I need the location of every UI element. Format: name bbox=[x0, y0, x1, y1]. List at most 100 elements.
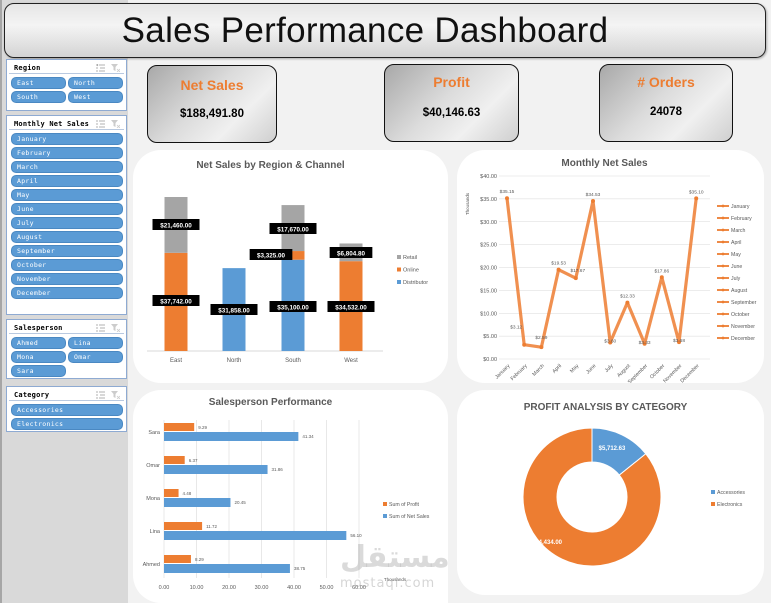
svg-text:$3.60: $3.60 bbox=[604, 339, 616, 345]
svg-text:Online: Online bbox=[403, 268, 419, 274]
slicer-item-november[interactable]: November bbox=[11, 273, 123, 285]
slicer-item-north[interactable]: North bbox=[68, 77, 123, 89]
svg-text:$19.53: $19.53 bbox=[551, 261, 566, 267]
kpi-label: Net Sales bbox=[180, 77, 244, 93]
svg-text:November: November bbox=[731, 324, 755, 330]
horizontal-bar-plot: 0.00 10.00 20.00 30.00 40.00 50.00 60.00 Thousa… bbox=[143, 420, 430, 591]
y-axis-label: Ahmed bbox=[143, 562, 160, 568]
svg-text:$20.00: $20.00 bbox=[480, 266, 497, 272]
clear-filter-icon[interactable] bbox=[111, 119, 120, 128]
slicer-item-february[interactable]: February bbox=[11, 147, 123, 159]
svg-text:July: July bbox=[604, 363, 615, 374]
kpi-value: $40,146.63 bbox=[422, 107, 481, 119]
svg-text:56.10: 56.10 bbox=[350, 533, 362, 538]
svg-text:$35.00: $35.00 bbox=[480, 197, 497, 203]
slicer-item-omar[interactable]: Omar bbox=[68, 351, 123, 363]
clear-filter-icon[interactable] bbox=[111, 323, 120, 332]
svg-text:January: January bbox=[731, 204, 750, 210]
svg-text:December: December bbox=[731, 336, 755, 342]
multi-select-icon[interactable] bbox=[96, 120, 105, 128]
svg-text:40.00: 40.00 bbox=[287, 585, 301, 591]
slicer-item-mona[interactable]: Mona bbox=[11, 351, 66, 363]
svg-text:$10.00: $10.00 bbox=[480, 311, 497, 317]
kpi-value: 24078 bbox=[650, 106, 682, 118]
svg-text:August: August bbox=[731, 288, 748, 294]
svg-text:6.37: 6.37 bbox=[189, 458, 198, 463]
slicer-item-sara[interactable]: Sara bbox=[11, 365, 66, 377]
y-axis-label: Lina bbox=[150, 529, 161, 535]
multi-select-icon[interactable] bbox=[96, 63, 105, 72]
slicer-item-may[interactable]: May bbox=[11, 189, 123, 201]
monthly-sales-chart: Monthly Net Sales $0.00 $5.00 $10.00 $15.00… bbox=[457, 150, 764, 383]
svg-text:$31,858.00: $31,858.00 bbox=[218, 308, 250, 315]
stacked-bar-plot: $37,742.00 $21,460.00 East $31,858.00 North $… bbox=[147, 197, 428, 364]
svg-text:July: July bbox=[731, 276, 741, 282]
clear-filter-icon[interactable] bbox=[111, 390, 120, 399]
svg-text:August: August bbox=[616, 363, 632, 379]
svg-text:11.72: 11.72 bbox=[206, 524, 217, 529]
category-slicer: Category Accessories Electronics bbox=[6, 386, 127, 432]
slicer-item-april[interactable]: April bbox=[11, 175, 123, 187]
svg-text:Thousands: Thousands bbox=[465, 192, 470, 215]
slicer-item-december[interactable]: December bbox=[11, 287, 123, 299]
salesperson-chart: Salesperson Performance 0.00 10.00 20.00 30… bbox=[133, 390, 448, 603]
svg-text:Retail: Retail bbox=[403, 255, 417, 261]
slicer-item-january[interactable]: January bbox=[11, 133, 123, 145]
donut-slice bbox=[522, 427, 662, 567]
svg-text:$3,325.00: $3,325.00 bbox=[257, 253, 286, 260]
multi-select-icon[interactable] bbox=[96, 324, 105, 332]
svg-text:June: June bbox=[731, 264, 742, 270]
slicer-item-electronics[interactable]: Electronics bbox=[11, 418, 123, 430]
slicer-item-june[interactable]: June bbox=[11, 203, 123, 215]
slicer-item-march[interactable]: March bbox=[11, 161, 123, 173]
svg-text:60.00: 60.00 bbox=[352, 585, 366, 591]
svg-text:$0.00: $0.00 bbox=[483, 357, 497, 363]
svg-text:$3.12: $3.12 bbox=[510, 325, 522, 331]
region-channel-chart: Net Sales by Region & Channel $37,742.00… bbox=[133, 150, 448, 383]
slicer-item-september[interactable]: September bbox=[11, 245, 123, 257]
svg-text:$3.68: $3.68 bbox=[673, 338, 685, 344]
svg-text:October: October bbox=[731, 312, 750, 318]
slicer-title: Category bbox=[14, 390, 50, 399]
svg-text:$5.00: $5.00 bbox=[483, 334, 497, 340]
svg-text:May: May bbox=[569, 363, 580, 374]
month-slicer: Monthly Net Sales January February March… bbox=[6, 115, 127, 315]
slicer-item-ahmed[interactable]: Ahmed bbox=[11, 337, 66, 349]
x-axis-label: South bbox=[285, 358, 301, 364]
chart-title: PROFIT ANALYSIS BY CATEGORY bbox=[523, 402, 688, 413]
svg-text:February: February bbox=[510, 363, 529, 382]
svg-text:$17.86: $17.86 bbox=[654, 268, 669, 274]
svg-text:$6,804.80: $6,804.80 bbox=[337, 251, 366, 258]
svg-text:38.75: 38.75 bbox=[294, 566, 306, 571]
svg-text:Electronics: Electronics bbox=[717, 502, 743, 508]
slicer-item-july[interactable]: July bbox=[11, 217, 123, 229]
multi-select-icon[interactable] bbox=[96, 391, 105, 399]
slicer-item-october[interactable]: October bbox=[11, 259, 123, 271]
slicer-item-west[interactable]: West bbox=[68, 91, 123, 103]
svg-text:$2.59: $2.59 bbox=[535, 335, 547, 341]
y-axis-label: Mona bbox=[146, 496, 161, 502]
svg-text:$34,532.00: $34,532.00 bbox=[335, 305, 367, 312]
slicer-item-august[interactable]: August bbox=[11, 231, 123, 243]
y-axis-label: Omar bbox=[146, 463, 160, 469]
profit-category-chart: PROFIT ANALYSIS BY CATEGORY $5,712.63 $34… bbox=[457, 390, 764, 595]
svg-text:June: June bbox=[585, 363, 597, 375]
svg-text:April: April bbox=[731, 240, 741, 246]
slicer-item-accessories[interactable]: Accessories bbox=[11, 404, 123, 416]
clear-filter-icon[interactable] bbox=[111, 63, 120, 72]
y-axis-label: Sara bbox=[148, 430, 161, 436]
svg-text:50.00: 50.00 bbox=[320, 585, 334, 591]
svg-text:February: February bbox=[731, 216, 752, 222]
slicer-item-south[interactable]: South bbox=[11, 91, 66, 103]
svg-text:Distributor: Distributor bbox=[403, 280, 428, 286]
svg-text:20.45: 20.45 bbox=[234, 500, 246, 505]
svg-text:41.34: 41.34 bbox=[302, 434, 314, 439]
slicer-item-east[interactable]: East bbox=[11, 77, 66, 89]
svg-text:September: September bbox=[731, 300, 757, 306]
bar-segment bbox=[281, 251, 305, 260]
svg-text:30.00: 30.00 bbox=[255, 585, 269, 591]
slicer-item-lina[interactable]: Lina bbox=[68, 337, 123, 349]
svg-text:$30.00: $30.00 bbox=[480, 220, 497, 226]
salesperson-slicer: Salesperson Ahmed Lina Mona Omar Sara bbox=[6, 319, 127, 379]
svg-text:$35.10: $35.10 bbox=[689, 189, 704, 195]
